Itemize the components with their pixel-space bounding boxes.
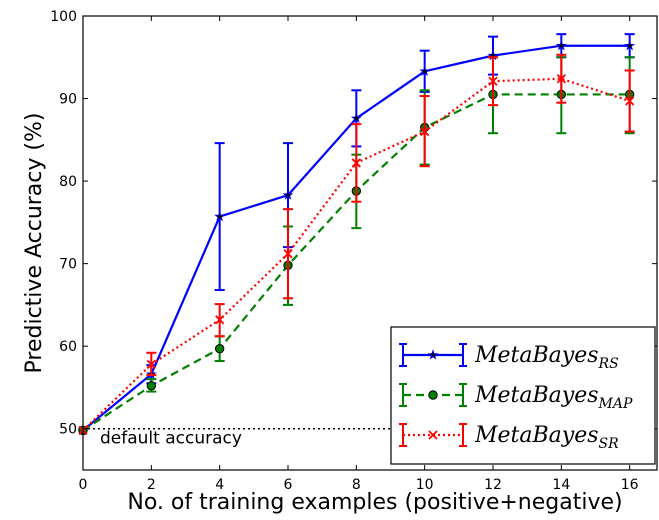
legend-label-main: MetaBayes — [474, 343, 599, 368]
x-tick-label: 10 — [416, 477, 434, 493]
y-tick-label: 50 — [59, 422, 77, 438]
data-point — [146, 381, 157, 391]
y-axis-label: Predictive Accuracy (%) — [22, 113, 47, 374]
legend-marker — [428, 430, 438, 440]
data-point — [625, 96, 635, 106]
legend-marker — [428, 390, 438, 400]
x-axis-label: No. of training examples (positive+negat… — [127, 490, 622, 515]
legend-item-sr: MetaBayesSR — [399, 423, 619, 452]
legend-label: MetaBayesMAP — [474, 383, 633, 412]
data-point — [351, 158, 361, 168]
y-tick-label: 80 — [59, 174, 77, 190]
legend-item-map: MetaBayesMAP — [399, 383, 633, 412]
data-point — [214, 343, 225, 354]
data-point — [283, 249, 293, 259]
x-tick-label: 4 — [215, 477, 224, 493]
x-tick-label: 2 — [147, 477, 156, 493]
x-tick-label: 8 — [352, 477, 361, 493]
legend-label-subscript: SR — [599, 436, 620, 452]
plot-frame — [82, 15, 658, 471]
data-point — [555, 39, 567, 51]
legend-label-main: MetaBayes — [474, 383, 599, 408]
legend-label-main: MetaBayes — [474, 423, 599, 448]
data-point — [624, 39, 636, 51]
legend-label-subscript: RS — [598, 356, 619, 372]
legend-label-subscript: MAP — [598, 396, 633, 412]
data-point — [282, 189, 294, 200]
axes-layer: 0 2 4 6 8 10 12 14 16 50 60 70 80 90 100 — [50, 9, 658, 493]
x-tick-label: 6 — [284, 477, 293, 493]
legend-label: MetaBayesSR — [474, 423, 619, 452]
x-tick-label: 12 — [484, 477, 502, 493]
legend-item-rs: MetaBayesRS — [399, 343, 619, 372]
series-layer — [77, 33, 636, 436]
data-point — [214, 210, 226, 222]
y-tick-label: 90 — [59, 92, 77, 108]
data-point — [146, 359, 156, 369]
legend-label: MetaBayesRS — [474, 343, 619, 372]
data-point — [419, 65, 431, 76]
data-point — [420, 126, 430, 137]
y-tick-label: 70 — [59, 257, 77, 273]
data-point — [350, 112, 362, 123]
x-tick-label: 0 — [79, 477, 88, 493]
x-tick-label: 16 — [621, 477, 639, 493]
y-tick-label: 100 — [50, 9, 77, 25]
reference-line-label: default accuracy — [100, 429, 242, 449]
data-point — [556, 74, 566, 84]
series-sr — [78, 53, 635, 436]
legend-marker — [427, 349, 439, 360]
data-point — [215, 315, 225, 325]
x-tick-label: 14 — [552, 477, 570, 493]
data-point — [488, 76, 498, 86]
y-tick-label: 60 — [59, 339, 77, 355]
